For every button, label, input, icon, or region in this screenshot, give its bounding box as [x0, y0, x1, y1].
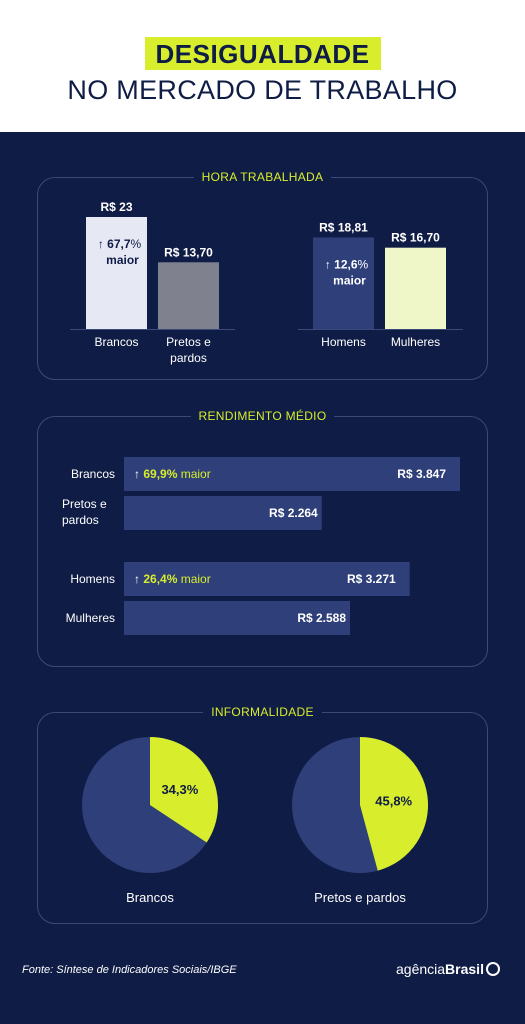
- hbar-1: [124, 496, 322, 530]
- rendimento-title-wrap: RENDIMENTO MÉDIO: [0, 406, 525, 426]
- growth-word-0: maior: [106, 253, 139, 267]
- bar-2: [313, 237, 374, 329]
- logo-mark-icon: [485, 962, 500, 976]
- category-label-3: Mulheres: [391, 335, 440, 349]
- pie-1-value: 45,8%: [375, 794, 412, 809]
- growth-word-1: maior: [333, 273, 366, 287]
- hcategory-label-1-l1: Pretos e: [62, 497, 107, 511]
- bar-0: [86, 217, 147, 329]
- source-note: Fonte: Síntese de Indicadores Sociais/IB…: [22, 964, 237, 976]
- pie-1-slice: [360, 737, 429, 871]
- category-label-0: Brancos: [94, 335, 138, 349]
- hgrowth-annotation-2: ↑ 26,4% maior: [134, 572, 211, 586]
- category-label-2: Homens: [321, 335, 366, 349]
- informalidade-title-wrap: INFORMALIDADE: [0, 702, 525, 722]
- hgrowth-annotation-0: ↑ 69,9% maior: [134, 467, 211, 481]
- page-subtitle: NO MERCADO DE TRABALHO: [67, 75, 458, 105]
- value-label-3: R$ 16,70: [391, 231, 440, 245]
- hvalue-label-2: R$ 3.271: [347, 572, 396, 586]
- pie-0-slice: [150, 737, 219, 843]
- hvalue-label-1: R$ 2.264: [269, 506, 318, 520]
- value-label-0: R$ 23: [100, 200, 132, 214]
- hbar-3: [124, 601, 351, 635]
- logo-bold: Brasil: [445, 961, 484, 977]
- hbar-0: [124, 457, 460, 491]
- header: DESIGUALDADE NO MERCADO DE TRABALHO: [0, 0, 525, 132]
- category-label-1-l1: Pretos e: [166, 335, 211, 349]
- hcategory-label-0: Brancos: [71, 467, 115, 481]
- rendimento-title: RENDIMENTO MÉDIO: [190, 409, 335, 423]
- informalidade-title: INFORMALIDADE: [203, 705, 322, 719]
- pie-0-value: 34,3%: [161, 782, 198, 797]
- title-highlight: [145, 37, 381, 70]
- category-label-1-l2: pardos: [170, 351, 207, 365]
- bar-1: [158, 262, 219, 329]
- hcategory-label-2: Homens: [70, 572, 115, 586]
- logo-light: agência: [396, 961, 446, 977]
- hora-trabalhada-title-wrap: HORA TRABALHADA: [0, 167, 525, 187]
- value-label-1: R$ 13,70: [164, 245, 213, 259]
- hvalue-label-0: R$ 3.847: [397, 467, 446, 481]
- hcategory-label-3: Mulheres: [66, 611, 115, 625]
- value-label-2: R$ 18,81: [319, 220, 368, 234]
- growth-annotation-0: ↑ 67,7%: [98, 237, 142, 251]
- hora-trabalhada-title: HORA TRABALHADA: [193, 170, 332, 184]
- pie-0-label: Brancos: [126, 890, 174, 905]
- pie-1-label: Pretos e pardos: [314, 890, 406, 905]
- hbar-2: [124, 562, 410, 596]
- growth-annotation-1: ↑ 12,6%: [325, 257, 369, 271]
- page-title: DESIGUALDADE: [155, 39, 370, 69]
- agencia-brasil-logo: agênciaBrasil: [396, 961, 500, 977]
- hvalue-label-3: R$ 2.588: [297, 611, 346, 625]
- hcategory-label-1-l2: pardos: [62, 513, 99, 527]
- bar-3: [385, 247, 446, 329]
